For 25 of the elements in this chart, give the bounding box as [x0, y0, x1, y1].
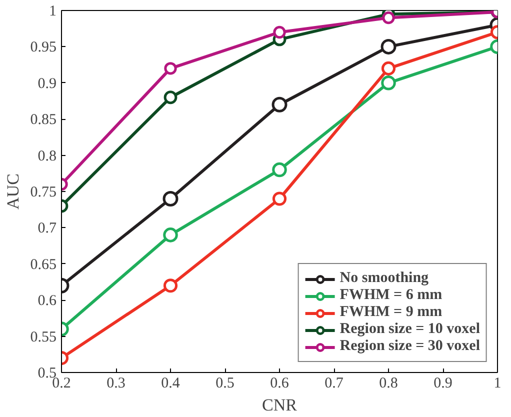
x-tick-label: 0.6 [270, 376, 290, 392]
x-tick-label: 0.5 [216, 376, 234, 392]
legend-label: No smoothing [340, 270, 429, 287]
y-tick-label: 0.8 [38, 148, 56, 164]
y-tick-label: 0.75 [30, 184, 56, 200]
x-axis-title: CNR [262, 396, 298, 414]
legend-label: Region size = 30 voxel [340, 338, 480, 355]
x-tick-label: 0.4 [161, 376, 180, 392]
y-tick-label: 0.7 [38, 220, 57, 237]
y-tick-label: 0.9 [38, 76, 56, 92]
x-tick-label: 1 [494, 376, 502, 392]
x-tick-label: 0.8 [379, 376, 398, 392]
y-tick-label: 0.95 [30, 40, 56, 56]
legend-label: FWHM = 9 mm [340, 304, 442, 321]
y-tick-label: 0.65 [30, 256, 56, 273]
y-tick-label: 0.55 [30, 329, 56, 346]
x-tick-label: 0.9 [434, 376, 452, 392]
x-tick-label: 0.7 [324, 376, 344, 392]
y-tick-label: 0.85 [30, 112, 56, 128]
y-tick-label: 0.6 [38, 293, 57, 310]
y-axis-title: AUC [3, 174, 22, 210]
y-tick-label: 1 [49, 4, 56, 20]
legend-label: FWHM = 6 mm [340, 287, 442, 304]
x-tick-label: 0.3 [106, 376, 126, 392]
legend-label: Region size = 10 voxel [340, 321, 480, 338]
